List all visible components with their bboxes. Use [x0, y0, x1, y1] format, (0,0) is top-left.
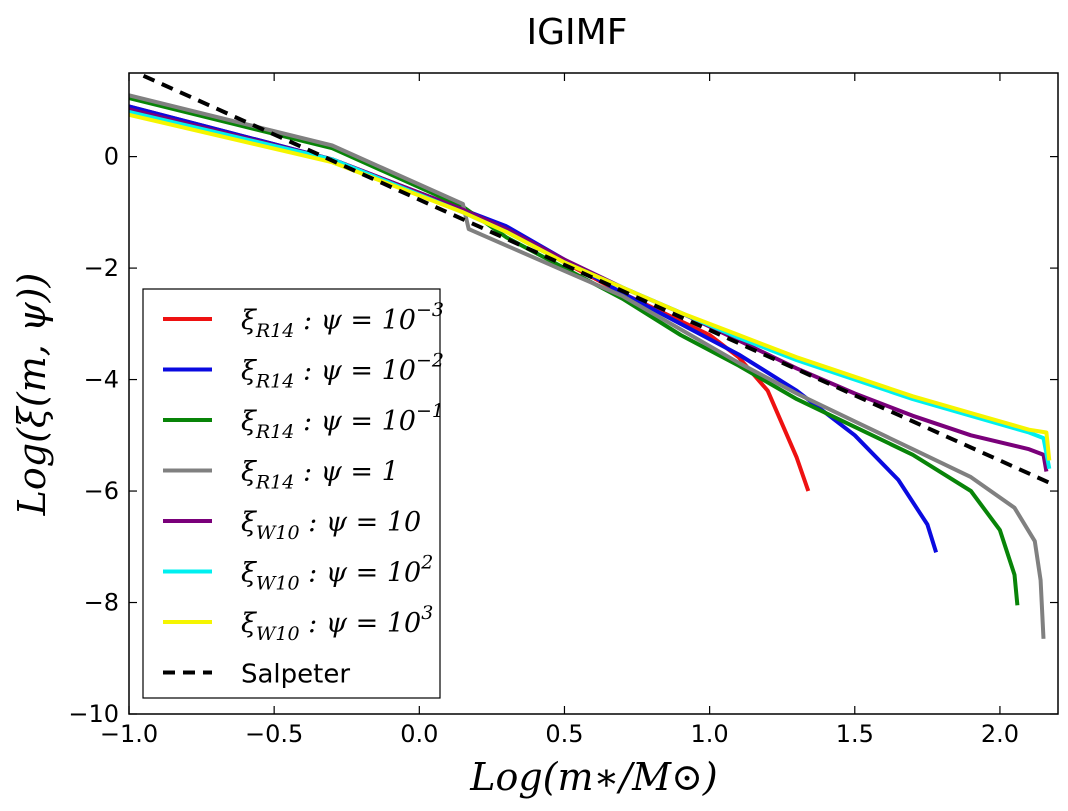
series-line-7 — [142, 73, 1051, 485]
legend-label-4: ξW10 : ψ = 10 — [241, 507, 421, 544]
x-tick-label: 1.0 — [691, 720, 729, 748]
x-tick-label: −0.5 — [245, 720, 303, 748]
legend-label-2: ξR14 : ψ = 10−1 — [241, 400, 444, 443]
series-line-6 — [129, 112, 1052, 461]
legend-frame — [142, 288, 441, 699]
y-tick-label: 0 — [104, 143, 119, 171]
x-tick-label: 0.5 — [545, 720, 583, 748]
plot-frame — [128, 72, 1059, 715]
legend-label-0: ξR14 : ψ = 10−3 — [241, 299, 444, 342]
y-tick-label: −4 — [84, 366, 119, 394]
y-axis-label: Log(ξ(m, ψ)) — [10, 273, 54, 517]
legend-label-6: ξW10 : ψ = 103 — [241, 602, 433, 645]
y-tick-label: −2 — [84, 254, 119, 282]
x-tick-label: 2.0 — [981, 720, 1019, 748]
y-tick-label: −6 — [84, 477, 119, 505]
legend-label-1: ξR14 : ψ = 10−2 — [241, 350, 444, 393]
legend-label-5: ξW10 : ψ = 102 — [241, 552, 433, 595]
legend: ξR14 : ψ = 10−3 ξR14 : ψ = 10−2 ξR14 : ψ =… — [142, 288, 444, 699]
legend-label-3: ξR14 : ψ = 1 — [241, 457, 399, 494]
x-tick-label: 0.0 — [400, 720, 438, 748]
series-line-3 — [129, 93, 1046, 639]
series-line-4 — [129, 107, 1049, 472]
legend-label-7: Salpeter — [241, 660, 350, 690]
x-tick-label: 1.5 — [836, 720, 874, 748]
y-axis: −10 −8 −6 −4 −2 0 — [68, 143, 1058, 728]
y-tick-label: −10 — [68, 700, 119, 728]
x-axis: −1.0 −0.5 0.0 0.5 1.0 1.5 2.0 — [100, 73, 1019, 748]
x-tick-label: −1.0 — [100, 720, 158, 748]
x-axis-label: Log(m∗/M⊙) — [469, 755, 718, 799]
y-tick-label: −8 — [84, 589, 119, 617]
series-layer — [129, 73, 1052, 639]
legend-entries: ξR14 : ψ = 10−3 ξR14 : ψ = 10−2 ξR14 : ψ =… — [163, 299, 444, 690]
chart-title: IGIMF — [527, 12, 628, 53]
